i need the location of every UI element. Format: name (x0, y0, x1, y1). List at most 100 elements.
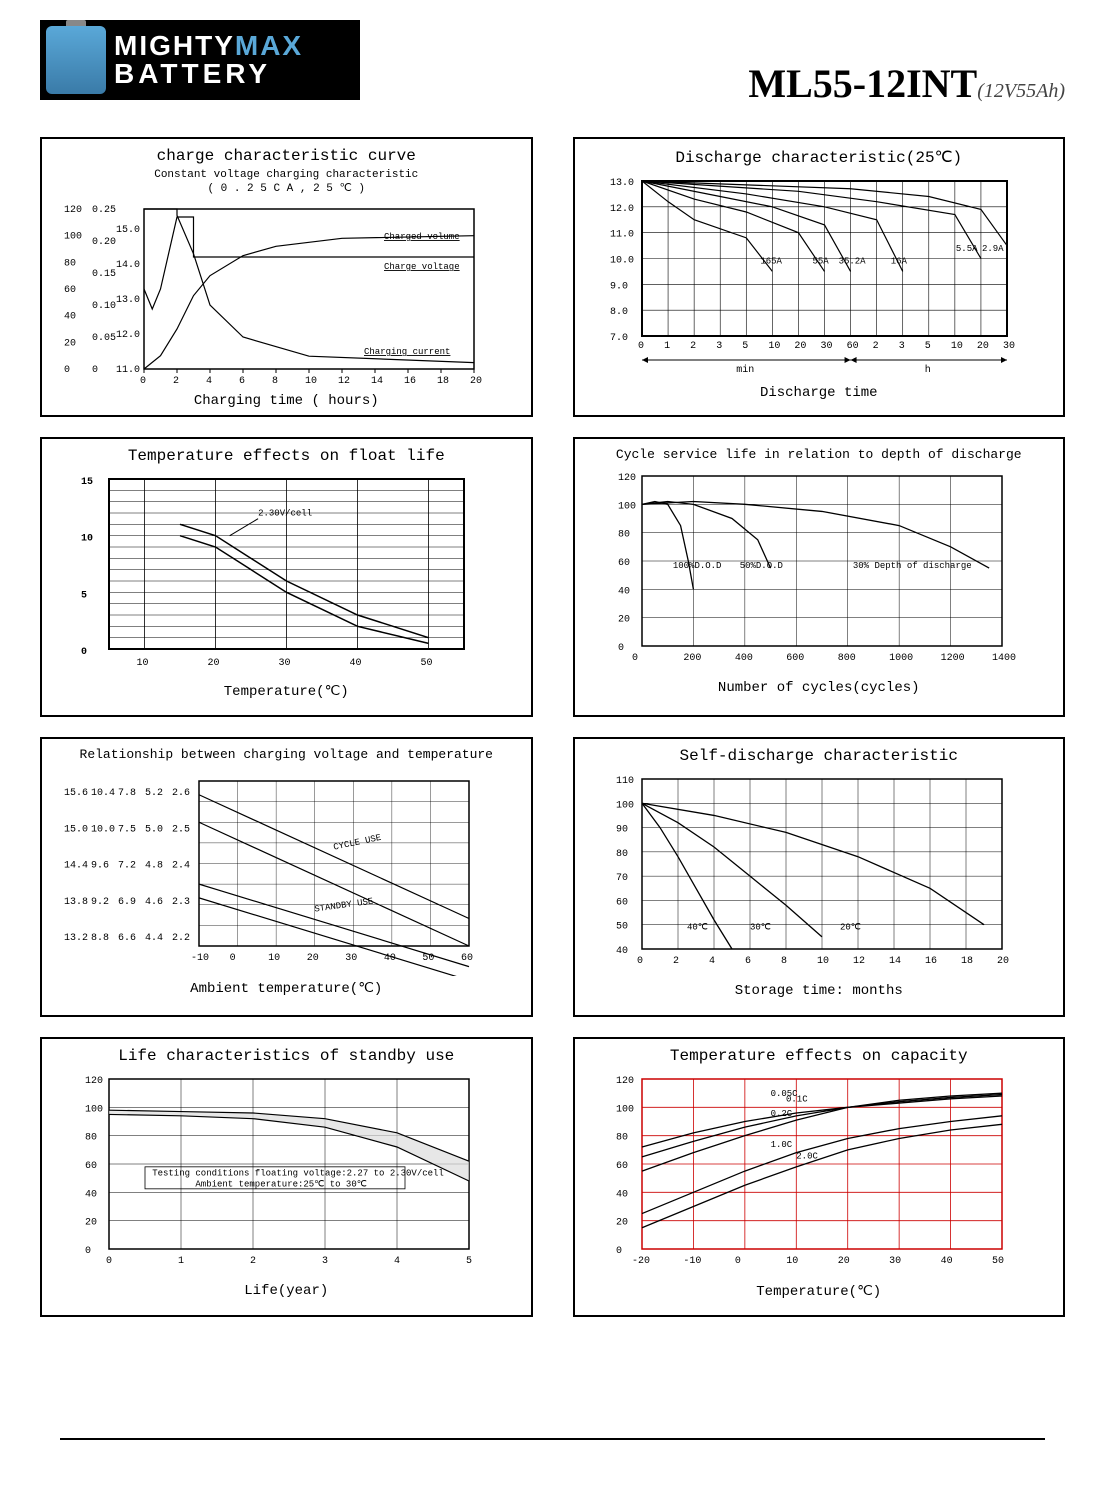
svg-text:80: 80 (616, 849, 628, 860)
chart-title: Cycle service life in relation to depth … (587, 447, 1052, 462)
svg-text:400: 400 (734, 653, 752, 664)
svg-text:CYCLE USE: CYCLE USE (333, 833, 383, 853)
svg-text:50: 50 (992, 1256, 1004, 1267)
svg-text:20: 20 (618, 615, 630, 626)
brand-word-3: BATTERY (114, 60, 303, 88)
svg-text:1: 1 (664, 341, 670, 352)
svg-text:20: 20 (307, 953, 319, 964)
svg-text:0: 0 (734, 1256, 740, 1267)
svg-text:6.6: 6.6 (118, 933, 136, 944)
svg-text:10.4: 10.4 (91, 788, 115, 799)
svg-text:10: 10 (768, 341, 780, 352)
svg-text:100: 100 (618, 501, 636, 512)
svg-text:0.05: 0.05 (92, 333, 116, 344)
svg-text:16A: 16A (890, 257, 907, 267)
svg-text:13.0: 13.0 (610, 178, 634, 189)
svg-text:2: 2 (173, 376, 179, 387)
svg-text:0.15: 0.15 (92, 269, 116, 280)
svg-text:10: 10 (817, 956, 829, 967)
svg-text:70: 70 (616, 873, 628, 884)
svg-text:4.8: 4.8 (145, 861, 163, 872)
svg-text:0: 0 (140, 376, 146, 387)
svg-text:8.0: 8.0 (610, 307, 628, 318)
svg-text:0: 0 (106, 1256, 112, 1267)
svg-text:13.8: 13.8 (64, 897, 88, 908)
svg-text:120: 120 (85, 1076, 103, 1087)
chart-plot: 15105010203040502.30V/cell (54, 469, 519, 679)
svg-text:2: 2 (690, 341, 696, 352)
svg-text:30: 30 (889, 1256, 901, 1267)
svg-text:55A: 55A (812, 257, 829, 267)
svg-text:2.0C: 2.0C (796, 1151, 818, 1161)
svg-text:-10: -10 (683, 1256, 701, 1267)
svg-text:2.3: 2.3 (172, 897, 190, 908)
svg-text:800: 800 (837, 653, 855, 664)
svg-text:3: 3 (716, 341, 722, 352)
svg-text:60: 60 (618, 558, 630, 569)
svg-text:0: 0 (637, 956, 643, 967)
panel-cycle-life: Cycle service life in relation to depth … (573, 437, 1066, 717)
svg-text:20: 20 (208, 658, 220, 669)
svg-text:40: 40 (350, 658, 362, 669)
svg-text:120: 120 (64, 205, 82, 216)
svg-text:80: 80 (85, 1133, 97, 1144)
svg-text:7.8: 7.8 (118, 788, 136, 799)
svg-text:4: 4 (709, 956, 715, 967)
svg-text:-20: -20 (632, 1256, 650, 1267)
model-number: ML55-12INT (748, 61, 977, 106)
panel-discharge: Discharge characteristic(25℃) 13.012.011… (573, 137, 1066, 417)
svg-text:4.4: 4.4 (145, 933, 163, 944)
svg-text:10: 10 (137, 658, 149, 669)
svg-text:50: 50 (421, 658, 433, 669)
svg-text:4: 4 (394, 1256, 400, 1267)
chart-title: Temperature effects on float life (54, 447, 519, 465)
panel-standby-life: Life characteristics of standby use 1201… (40, 1037, 533, 1317)
x-axis-label: Temperature(℃) (587, 1283, 1052, 1300)
chart-plot: 120100806040200-20-10010203040500.05C0.1… (587, 1069, 1052, 1279)
svg-text:5: 5 (924, 341, 930, 352)
svg-text:60: 60 (616, 1161, 628, 1172)
svg-text:20: 20 (470, 376, 482, 387)
svg-text:15.6: 15.6 (64, 788, 88, 799)
page-header: MIGHTYMAX BATTERY ML55-12INT(12V55Ah) (40, 20, 1065, 107)
svg-text:20: 20 (976, 341, 988, 352)
svg-text:20: 20 (794, 341, 806, 352)
chart-plot: 120100806040200012345Testing conditions … (54, 1069, 519, 1279)
svg-text:5.0: 5.0 (145, 824, 163, 835)
chart-plot: 1201008060402000.250.200.150.100.05015.0… (54, 199, 519, 389)
svg-text:0.2C: 0.2C (770, 1109, 792, 1119)
svg-text:0: 0 (85, 1246, 91, 1257)
svg-text:14.4: 14.4 (64, 861, 88, 872)
x-axis-label: Storage time: months (587, 983, 1052, 999)
svg-text:15.0: 15.0 (64, 824, 88, 835)
svg-text:2.5: 2.5 (172, 824, 190, 835)
svg-text:8: 8 (781, 956, 787, 967)
svg-text:1400: 1400 (992, 653, 1016, 664)
svg-text:0.1C: 0.1C (786, 1095, 808, 1105)
svg-text:0: 0 (64, 365, 70, 376)
svg-text:30: 30 (1003, 341, 1015, 352)
brand-word-1: MIGHTY (114, 30, 235, 61)
svg-text:30% Depth of discharge: 30% Depth of discharge (852, 561, 971, 571)
svg-text:12.0: 12.0 (116, 330, 140, 341)
x-axis-label: Number of cycles(cycles) (587, 680, 1052, 696)
svg-text:0.25: 0.25 (92, 205, 116, 216)
svg-text:40: 40 (85, 1189, 97, 1200)
chart-title: charge characteristic curve (54, 147, 519, 165)
svg-text:1.0C: 1.0C (770, 1140, 792, 1150)
svg-text:2.9A: 2.9A (981, 244, 1003, 254)
svg-text:8: 8 (272, 376, 278, 387)
svg-text:100: 100 (616, 800, 634, 811)
svg-text:18: 18 (961, 956, 973, 967)
panel-temp-capacity: Temperature effects on capacity 12010080… (573, 1037, 1066, 1317)
svg-text:11.0: 11.0 (610, 230, 634, 241)
svg-text:4: 4 (206, 376, 212, 387)
svg-text:Charging current: Charging current (364, 347, 450, 357)
charts-grid: charge characteristic curve Constant vol… (40, 137, 1065, 1317)
svg-text:600: 600 (786, 653, 804, 664)
svg-text:2: 2 (872, 341, 878, 352)
svg-text:5.5A: 5.5A (955, 244, 977, 254)
brand-word-2: MAX (235, 30, 303, 61)
chart-plot: 15.615.014.413.813.210.410.09.69.28.87.8… (54, 766, 519, 976)
svg-text:4.6: 4.6 (145, 897, 163, 908)
